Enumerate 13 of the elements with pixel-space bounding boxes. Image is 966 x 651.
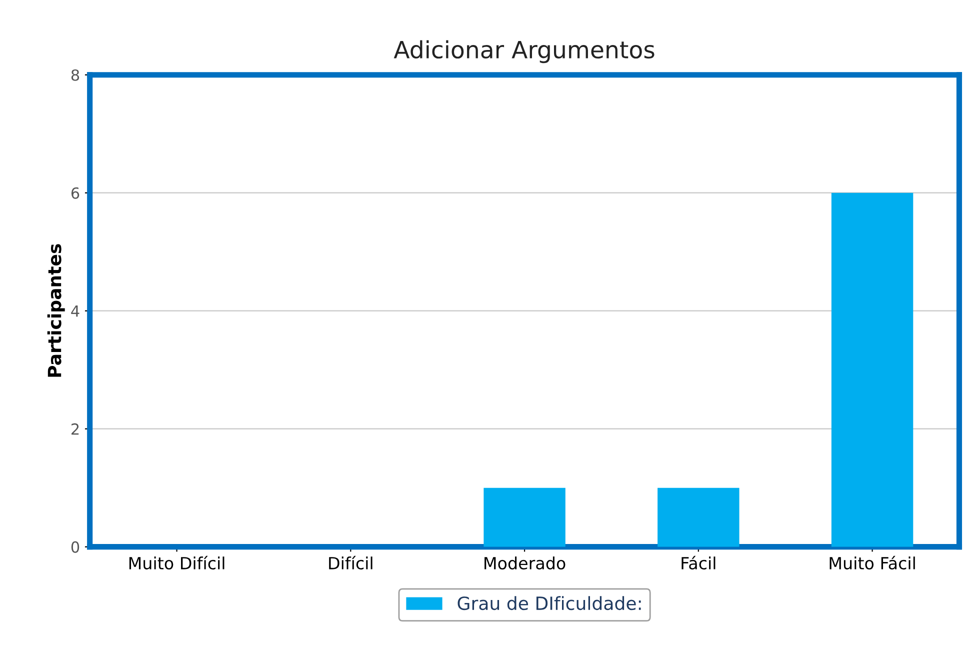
- y-tick-label: 6: [71, 187, 80, 199]
- x-tick-label: Fácil: [682, 556, 716, 570]
- y-tick-label: 2: [72, 423, 79, 435]
- y-axis-title: Participantes: [47, 244, 65, 377]
- y-tick-label: 8: [71, 69, 80, 81]
- legend-label: Grau de DIficuldade:: [458, 596, 641, 610]
- x-tick-label: Difícil: [329, 556, 372, 570]
- chart-title: Adicionar Argumentos: [394, 40, 654, 64]
- y-tick-label: 4: [71, 306, 80, 317]
- x-tick-label: Muito Fácil: [830, 556, 915, 570]
- x-tick-label: Muito Difícil: [129, 556, 224, 570]
- y-tick-label: 0: [71, 541, 80, 553]
- x-tick-label: Moderado: [484, 556, 566, 570]
